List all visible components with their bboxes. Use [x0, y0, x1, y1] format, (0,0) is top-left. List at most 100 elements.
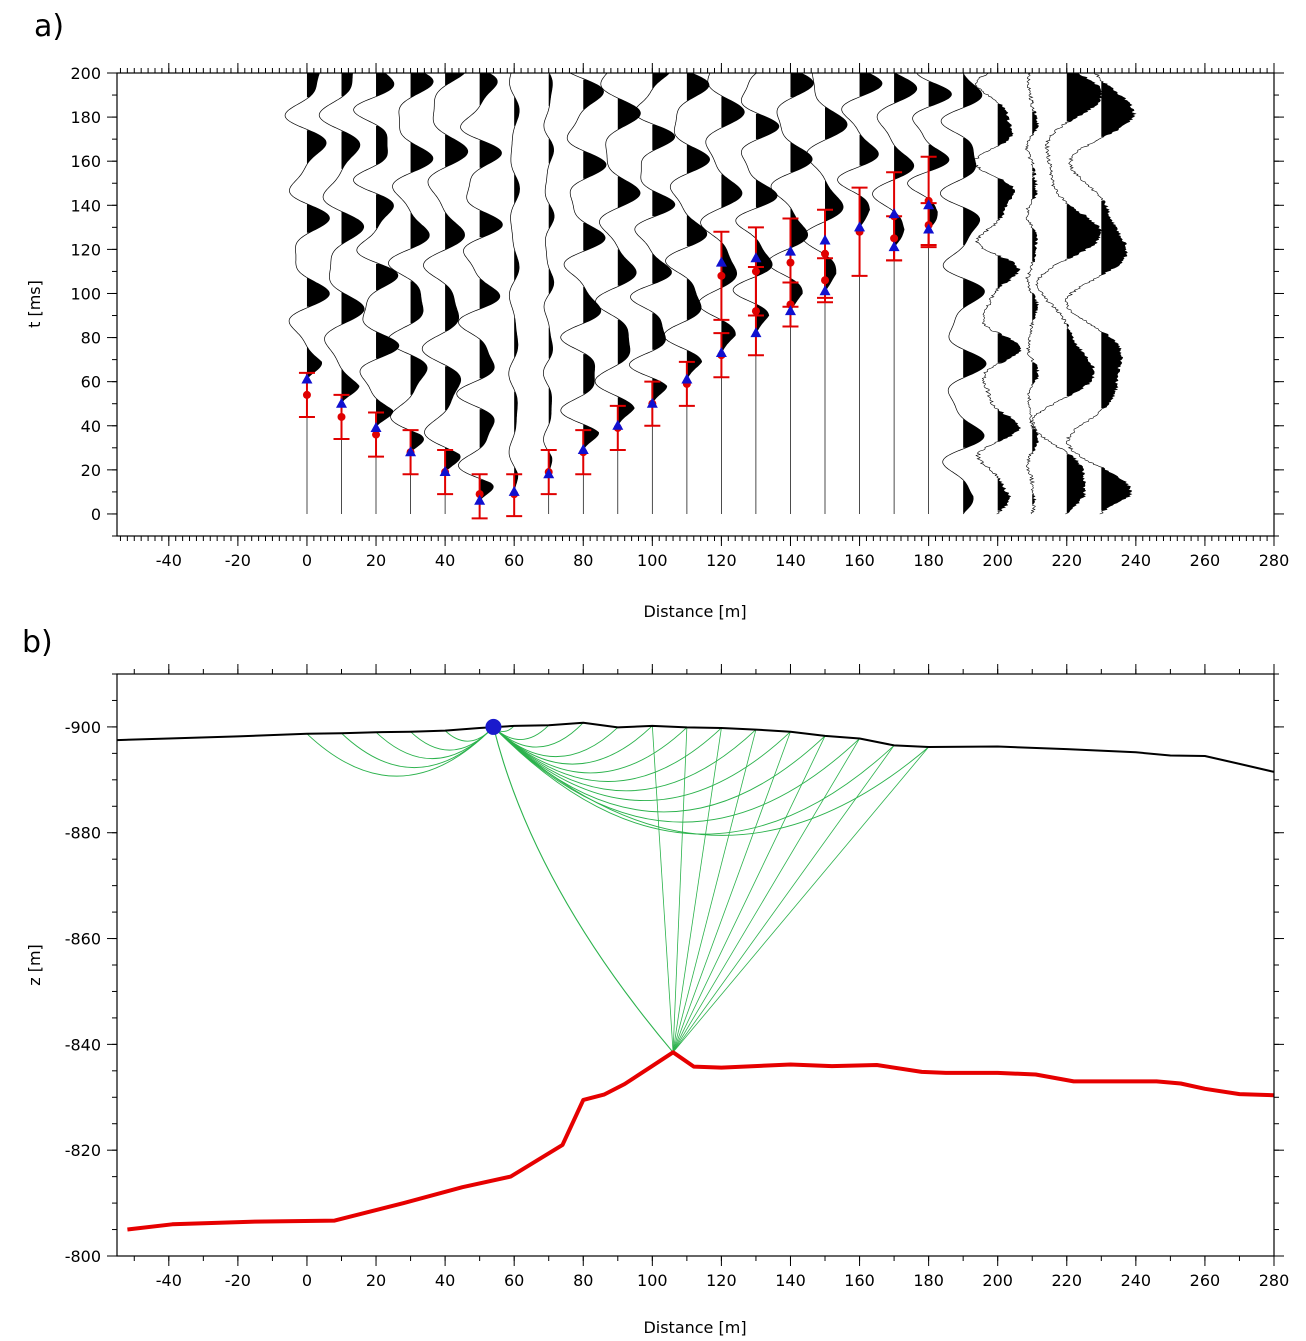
refracted-ray	[672, 731, 791, 1053]
a-ytick-label: 0	[91, 505, 101, 524]
panel-a-label: a)	[34, 9, 64, 44]
ray-path	[493, 726, 722, 782]
refractor-line	[127, 1050, 1275, 1232]
trace-fill	[410, 431, 424, 452]
trace-fill	[686, 73, 709, 101]
trace-fill	[1032, 429, 1039, 452]
trace-fill	[376, 332, 399, 359]
a-xtick-label: 80	[573, 551, 593, 570]
trace-line	[732, 72, 780, 514]
modelled-pick	[474, 494, 486, 505]
trace-fill	[376, 399, 393, 426]
trace-fill	[617, 249, 637, 286]
b-xtick-label: 200	[982, 1271, 1013, 1290]
b-xtick-label: 120	[706, 1271, 737, 1290]
a-ytick-label: 140	[70, 196, 101, 215]
trace-fill	[997, 333, 1021, 363]
trace-fill	[1101, 332, 1123, 409]
trace-fill	[1032, 362, 1039, 384]
trace-fill	[652, 378, 667, 403]
trace-fill	[341, 131, 360, 169]
trace-fill	[963, 138, 976, 178]
b-xtick-label: 40	[435, 1271, 455, 1290]
trace-fill	[410, 355, 428, 395]
source-marker	[485, 718, 502, 735]
refracted-ray	[672, 727, 688, 1053]
a-xtick-label: 260	[1190, 551, 1221, 570]
ray-path	[493, 726, 929, 836]
trace-fill	[583, 424, 599, 449]
trace-fill	[376, 73, 394, 97]
trace-fill	[963, 74, 982, 108]
modelled-pick	[750, 252, 762, 263]
ray-path	[493, 726, 895, 835]
trace-fill	[1101, 81, 1136, 137]
panel-a-ylabel: t [ms]	[25, 280, 44, 328]
observed-pick	[821, 249, 830, 258]
refracted-ray	[672, 745, 895, 1053]
trace-fill	[617, 397, 635, 425]
trace-fill	[445, 284, 459, 331]
trace-fill	[652, 313, 666, 350]
trace-fill	[1101, 200, 1128, 275]
trace-fill	[894, 73, 917, 103]
a-ytick-label: 60	[81, 373, 101, 392]
a-xtick-label: 160	[844, 551, 875, 570]
ray-path	[493, 725, 653, 765]
modelled-pick	[301, 373, 313, 384]
trace-fill	[548, 388, 552, 424]
modelled-pick	[370, 421, 382, 432]
modelled-pick	[681, 373, 693, 384]
trace-fill	[306, 278, 330, 307]
a-xtick-label: 0	[302, 551, 312, 570]
b-xtick-label: 20	[366, 1271, 386, 1290]
ray-path	[493, 726, 619, 757]
trace-fill	[306, 204, 330, 233]
refracted-ray	[672, 746, 929, 1053]
a-ytick-label: 120	[70, 240, 101, 259]
b-xtick-label: 100	[637, 1271, 668, 1290]
trace-fill	[721, 321, 736, 352]
trace-fill	[376, 125, 388, 165]
b-ytick-label: -860	[65, 930, 101, 949]
modelled-pick	[784, 245, 796, 256]
observed-pick	[717, 271, 726, 280]
b-xtick-label: 80	[573, 1271, 593, 1290]
trace-fill	[1032, 100, 1034, 103]
trace-fill	[479, 140, 502, 168]
ray-path	[493, 726, 791, 802]
trace-fill	[514, 97, 520, 126]
trace-fill	[306, 130, 327, 164]
panel-b: b) -40 -20 0 20 40 60 80 100 120 140 160 180 200 220 2…	[22, 625, 1289, 1337]
trace-line	[629, 72, 676, 514]
modelled-pick	[750, 327, 762, 338]
ray-paths	[306, 722, 929, 1053]
topography-line	[116, 721, 1275, 773]
modelled-pick	[888, 208, 900, 219]
modelled-pick	[715, 347, 727, 358]
trace-fill	[997, 103, 1014, 146]
observed-pick	[786, 300, 795, 309]
modelled-pick	[577, 444, 589, 455]
trace-fill	[410, 73, 434, 98]
observed-pick	[302, 390, 311, 399]
b-xtick-label: 180	[913, 1271, 944, 1290]
trace-fill	[583, 354, 595, 394]
trace-fill	[445, 447, 461, 471]
trace-fill	[479, 210, 503, 238]
trace-fill	[617, 319, 630, 364]
refracted-ray	[651, 725, 674, 1053]
b-xtick-label: 0	[302, 1271, 312, 1290]
b-xtick-label: 60	[504, 1271, 524, 1290]
trace-fill	[652, 124, 675, 151]
trace-fill	[1032, 173, 1036, 176]
trace-fill	[306, 73, 320, 98]
a-xtick-label: -40	[156, 551, 182, 570]
trace-line	[508, 72, 520, 514]
trace-fill	[963, 480, 974, 513]
panel-b-ticks: -40 -20 0 20 40 60 80 100 120 140 160 180 200 220 240 2…	[65, 664, 1289, 1290]
trace-fill	[963, 349, 987, 378]
a-xtick-label: 100	[637, 551, 668, 570]
trace-fill	[306, 347, 322, 379]
